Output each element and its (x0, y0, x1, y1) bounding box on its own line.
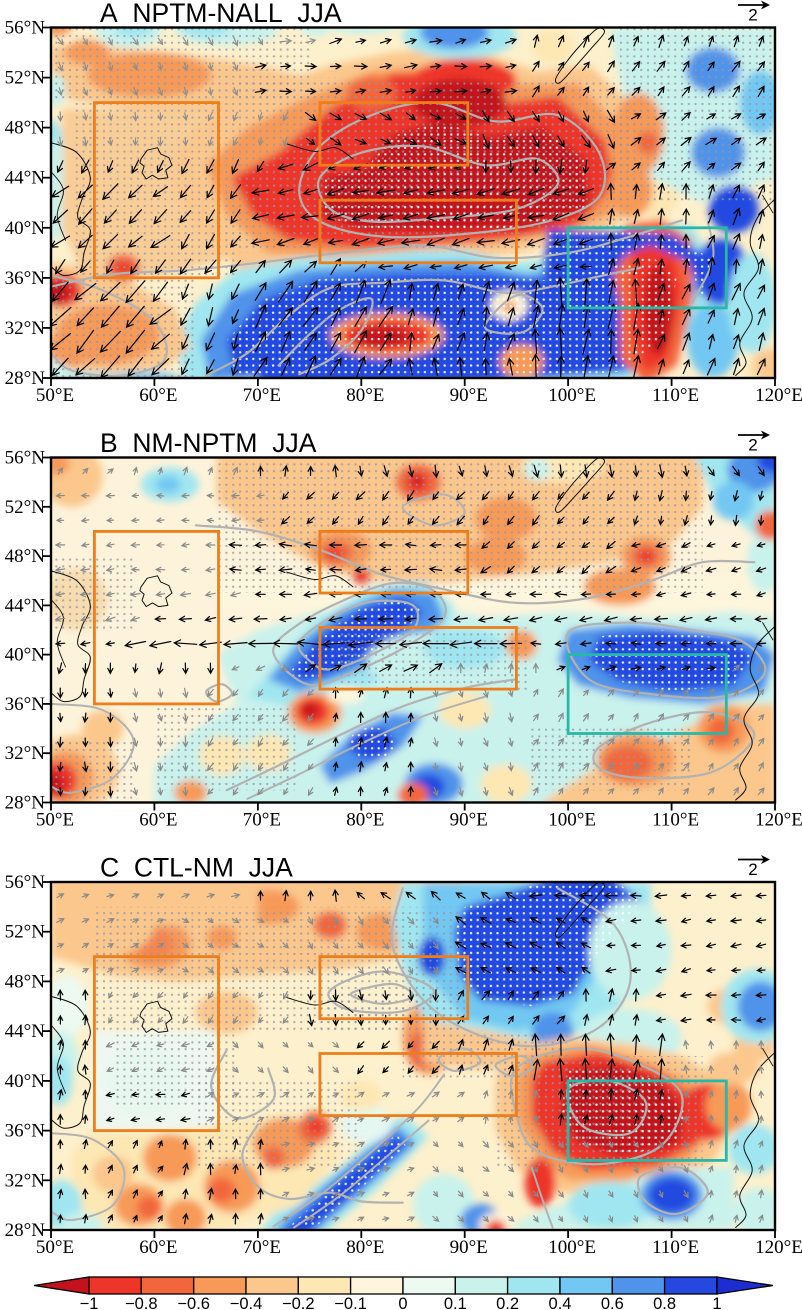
svg-text:110°E: 110°E (652, 1237, 699, 1258)
svg-text:60°E: 60°E (139, 1237, 177, 1258)
svg-text:C CTL-NM JJA: C CTL-NM JJA (100, 853, 293, 883)
svg-text:120°E: 120°E (755, 1237, 802, 1258)
svg-text:120°E: 120°E (755, 385, 802, 406)
svg-text:48°N: 48°N (5, 546, 46, 567)
svg-text:44°N: 44°N (5, 1021, 46, 1042)
svg-text:48°N: 48°N (5, 118, 46, 139)
svg-text:0.6: 0.6 (601, 1295, 624, 1310)
svg-text:80°E: 80°E (346, 1237, 384, 1258)
svg-text:0.2: 0.2 (496, 1295, 519, 1310)
svg-text:56°N: 56°N (5, 18, 46, 39)
svg-text:2: 2 (748, 6, 757, 25)
svg-text:110°E: 110°E (652, 810, 699, 831)
svg-text:28°N: 28°N (5, 793, 46, 814)
svg-text:100°E: 100°E (548, 810, 596, 831)
svg-text:70°E: 70°E (243, 385, 281, 406)
svg-text:60°E: 60°E (139, 385, 177, 406)
svg-text:0.8: 0.8 (653, 1295, 676, 1310)
svg-text:50°E: 50°E (36, 1237, 74, 1258)
svg-text:44°N: 44°N (5, 595, 46, 616)
svg-text:−0.2: −0.2 (282, 1295, 315, 1310)
svg-text:2: 2 (748, 860, 757, 879)
svg-text:70°E: 70°E (243, 1237, 281, 1258)
svg-text:32°N: 32°N (5, 743, 46, 764)
svg-text:−0.8: −0.8 (125, 1295, 158, 1310)
svg-text:28°N: 28°N (5, 1220, 46, 1241)
svg-text:0.1: 0.1 (444, 1295, 467, 1310)
svg-text:36°N: 36°N (5, 268, 46, 289)
svg-text:B NM-NPTM JJA: B NM-NPTM JJA (100, 428, 317, 458)
svg-text:2: 2 (748, 436, 757, 455)
svg-text:120°E: 120°E (755, 810, 802, 831)
svg-text:32°N: 32°N (5, 318, 46, 339)
svg-text:100°E: 100°E (548, 385, 596, 406)
svg-text:1: 1 (712, 1295, 721, 1310)
svg-text:0.4: 0.4 (549, 1295, 572, 1310)
svg-text:40°N: 40°N (5, 1071, 46, 1092)
svg-text:110°E: 110°E (652, 385, 699, 406)
svg-text:50°E: 50°E (36, 385, 74, 406)
svg-text:36°N: 36°N (5, 694, 46, 715)
svg-text:52°N: 52°N (5, 497, 46, 518)
svg-text:56°N: 56°N (5, 448, 46, 469)
svg-text:−0.6: −0.6 (177, 1295, 210, 1310)
svg-text:90°E: 90°E (450, 1237, 488, 1258)
svg-text:56°N: 56°N (5, 872, 46, 893)
svg-text:A NPTM-NALL JJA: A NPTM-NALL JJA (100, 0, 342, 28)
svg-text:40°N: 40°N (5, 645, 46, 666)
svg-text:32°N: 32°N (5, 1170, 46, 1191)
svg-text:−1: −1 (80, 1295, 99, 1310)
svg-text:36°N: 36°N (5, 1121, 46, 1142)
svg-text:0: 0 (398, 1295, 407, 1310)
svg-text:52°N: 52°N (5, 922, 46, 943)
svg-text:60°E: 60°E (139, 810, 177, 831)
svg-text:−0.4: −0.4 (230, 1295, 263, 1310)
svg-text:90°E: 90°E (450, 810, 488, 831)
svg-text:52°N: 52°N (5, 68, 46, 89)
svg-text:48°N: 48°N (5, 971, 46, 992)
svg-text:50°E: 50°E (36, 810, 74, 831)
svg-text:100°E: 100°E (548, 1237, 596, 1258)
svg-text:90°E: 90°E (450, 385, 488, 406)
svg-text:40°N: 40°N (5, 218, 46, 239)
svg-text:28°N: 28°N (5, 368, 46, 389)
svg-text:44°N: 44°N (5, 168, 46, 189)
svg-text:70°E: 70°E (243, 810, 281, 831)
svg-text:80°E: 80°E (346, 810, 384, 831)
svg-text:80°E: 80°E (346, 385, 384, 406)
svg-text:−0.1: −0.1 (334, 1295, 367, 1310)
